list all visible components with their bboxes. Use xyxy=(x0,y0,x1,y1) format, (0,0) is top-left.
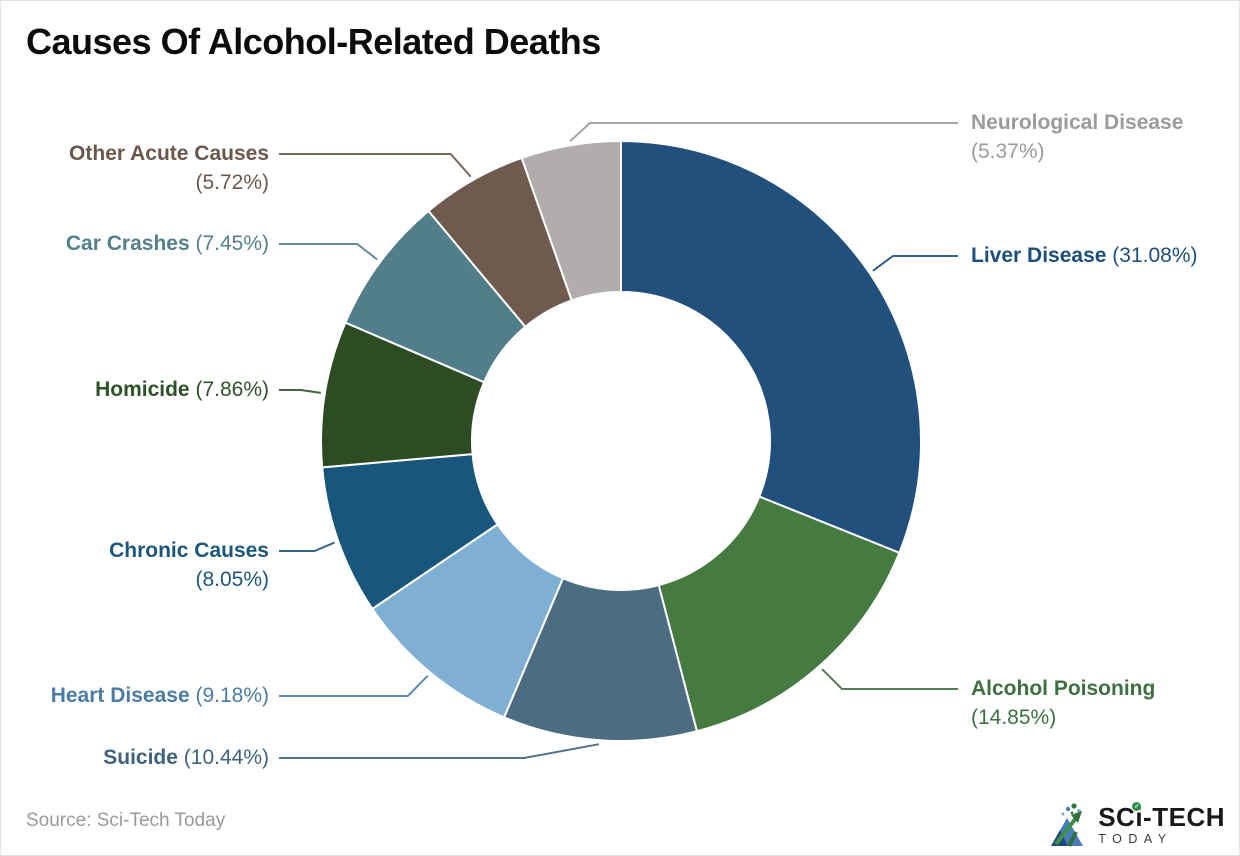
callout-name: Suicide xyxy=(103,746,178,769)
source-text: Source: Sci-Tech Today xyxy=(26,810,226,831)
logo-title-text: SCi-TECH xyxy=(1098,802,1225,833)
callout-chronic-causes: Chronic Causes (8.05%) xyxy=(109,536,269,594)
scitech-logo: SCi-TECH TODAY xyxy=(1049,802,1225,848)
callout-name: Heart Disease xyxy=(50,684,190,707)
leader-line-liver-disease xyxy=(872,255,958,272)
slice-neurological-disease xyxy=(520,139,622,302)
callout-suicide: Suicide (10.44%) xyxy=(103,743,269,772)
callout-heart-disease: Heart Disease (9.18%) xyxy=(51,681,269,710)
callout-percentage: (31.08%) xyxy=(1112,244,1198,267)
callout-name: Chronic Causes xyxy=(109,539,269,562)
callout-name: Car Crashes xyxy=(65,232,190,255)
leader-line-chronic-causes xyxy=(279,541,335,552)
callout-percentage: (5.37%) xyxy=(971,140,1045,163)
leader-line-heart-disease xyxy=(279,674,429,697)
callout-liver-disease: Liver Disease (31.08%) xyxy=(971,241,1198,270)
callout-name: Alcohol Poisoning xyxy=(971,677,1156,700)
callout-alcohol-poisoning: Alcohol Poisoning (14.85%) xyxy=(971,674,1155,732)
slice-liver-disease xyxy=(620,139,922,555)
callout-neurological-disease: Neurological Disease (5.37%) xyxy=(971,108,1183,166)
donut-chart xyxy=(279,122,958,759)
leader-line-car-crashes xyxy=(279,243,378,261)
slice-alcohol-poisoning xyxy=(657,495,901,733)
logo-subtitle: TODAY xyxy=(1098,832,1173,847)
page-title: Causes Of Alcohol-Related Deaths xyxy=(26,21,601,62)
callout-homicide: Homicide (7.86%) xyxy=(95,375,269,404)
callout-name: Homicide xyxy=(95,378,190,401)
callout-percentage: (10.44%) xyxy=(183,746,269,769)
leader-line-alcohol-poisoning xyxy=(821,668,958,690)
callout-percentage: (7.86%) xyxy=(195,378,269,401)
callout-percentage: (5.72%) xyxy=(195,171,269,194)
callout-car-crashes: Car Crashes (7.45%) xyxy=(66,229,269,258)
logo-title: SCi-TECH xyxy=(1098,802,1225,833)
callout-percentage: (8.05%) xyxy=(195,568,269,591)
callout-other-acute-causes: Other Acute Causes (5.72%) xyxy=(69,139,269,197)
callout-percentage: (7.45%) xyxy=(195,232,269,255)
logo-check-icon xyxy=(1132,802,1142,812)
callout-name: Other Acute Causes xyxy=(69,142,269,165)
leader-line-other-acute-causes xyxy=(279,153,472,178)
leader-line-neurological-disease xyxy=(569,122,958,143)
callout-percentage: (9.18%) xyxy=(195,684,269,707)
callout-name: Neurological Disease xyxy=(971,111,1184,134)
scitech-logo-icon xyxy=(1051,803,1084,847)
leader-line-suicide xyxy=(279,743,600,759)
callout-name: Liver Disease xyxy=(971,244,1107,267)
leader-line-homicide xyxy=(279,389,321,394)
callout-percentage: (14.85%) xyxy=(971,706,1057,729)
